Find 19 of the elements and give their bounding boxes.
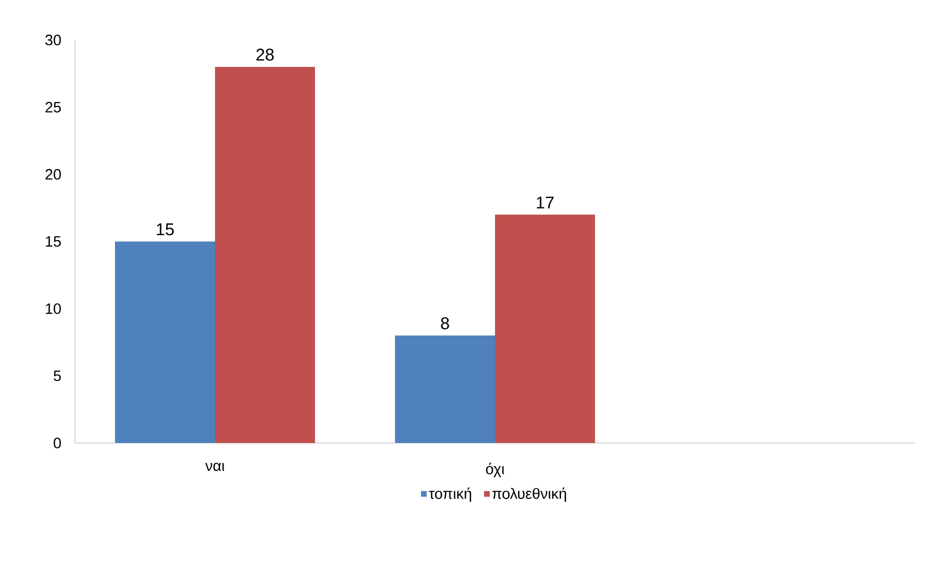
y-tick-label: 30	[45, 34, 61, 46]
y-tick-label: 20	[46, 169, 61, 180]
x-tick-label: όχι	[486, 462, 504, 478]
bar	[395, 336, 496, 443]
legend-label: τοπική	[428, 488, 472, 502]
y-tick-label: 10	[46, 303, 61, 314]
x-tick-label: ναι	[205, 462, 224, 472]
data-label: 17	[536, 196, 554, 208]
bar	[215, 66, 315, 443]
data-label: 8	[441, 317, 449, 330]
bar	[495, 214, 596, 443]
y-tick-label: 15	[46, 236, 61, 247]
y-tick-label: 0	[54, 438, 61, 448]
data-label: 28	[256, 48, 274, 61]
bar	[115, 242, 216, 443]
y-tick-label: 5	[54, 370, 61, 382]
data-label: 15	[156, 223, 174, 236]
y-tick-label: 25	[46, 102, 61, 112]
legend-label: πολυεθνική	[492, 488, 566, 502]
